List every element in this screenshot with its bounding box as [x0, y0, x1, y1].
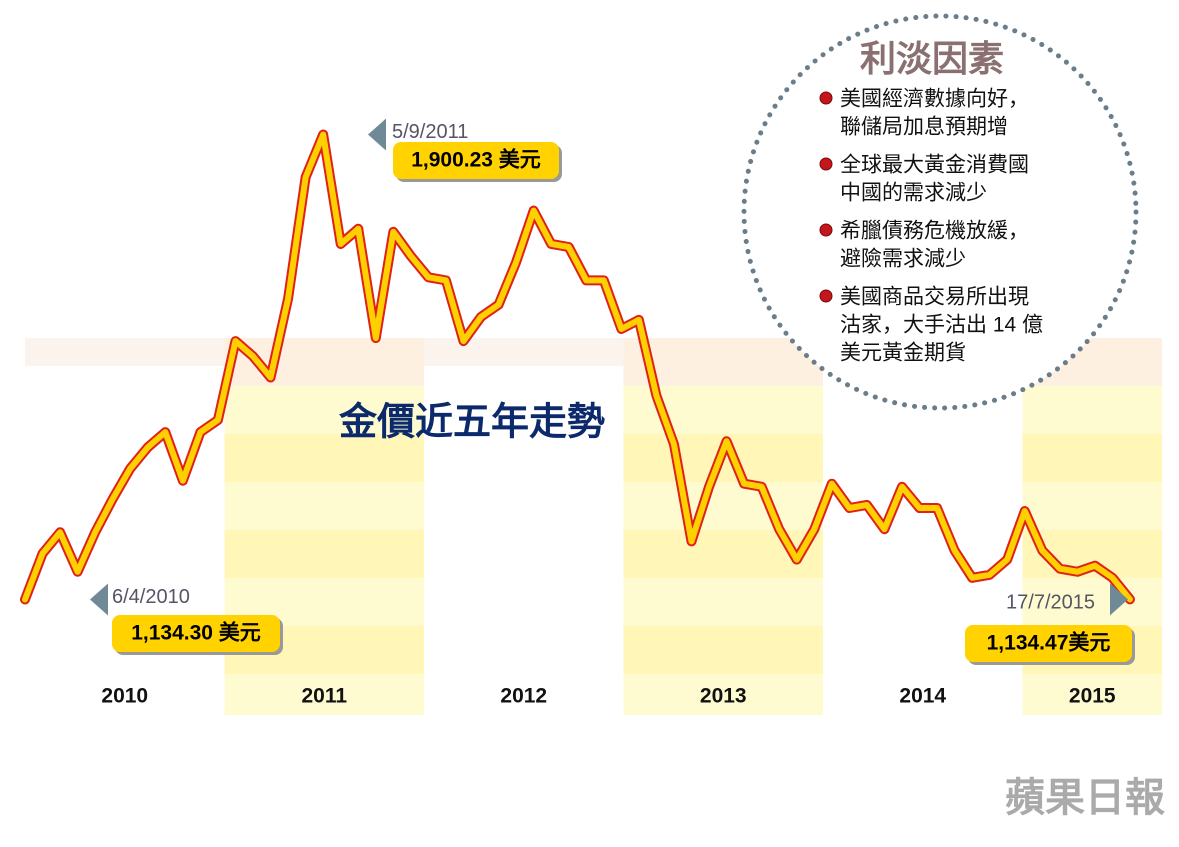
sidebar-item: 美元黃金期貨 [840, 342, 966, 365]
band-stripe [25, 338, 225, 366]
bullet [819, 223, 833, 237]
sidebar-item: 希臘債務危機放緩， [840, 220, 1029, 243]
background [25, 338, 1162, 715]
sidebar-item: 美國經濟數據向好， [840, 88, 1029, 111]
band-stripe [1022, 674, 1162, 715]
x-tick-label: 2012 [500, 685, 547, 708]
band-stripe [623, 482, 823, 530]
x-tick-label: 2013 [700, 685, 747, 708]
annotation-label: 1,900.23 美元 [411, 148, 541, 172]
annotation-date: 6/4/2010 [112, 586, 190, 608]
band-stripe [224, 530, 424, 578]
band-stripe [623, 626, 823, 674]
band-stripe [224, 434, 424, 482]
sidebar-item: 避險需求減少 [840, 248, 966, 271]
chart-title: 金價近五年走勢 [338, 399, 605, 444]
band-stripe [1022, 434, 1162, 482]
band-stripe [224, 386, 424, 434]
band-stripe [224, 482, 424, 530]
sidebar-item: 美國商品交易所出現 [840, 286, 1029, 309]
sidebar-title: 利淡因素 [860, 38, 1004, 80]
x-tick-label: 2015 [1069, 685, 1116, 708]
annotation-pointer [90, 583, 108, 616]
band-stripe [1022, 482, 1162, 530]
band-stripe [623, 578, 823, 626]
source-logo: 蘋果日報 [1005, 775, 1165, 821]
sidebar-item: 沽家，大手沽出 14 億 [840, 314, 1043, 337]
annotation-box [393, 142, 559, 179]
band-stripe [224, 674, 424, 715]
annotation-label: 1,134.47美元 [987, 631, 1111, 655]
annotation-pointer [1110, 583, 1128, 616]
annotation-date: 5/9/2011 [392, 121, 468, 143]
x-tick-label: 2011 [301, 685, 347, 708]
sidebar-circle [741, 13, 1139, 411]
x-tick-label: 2010 [101, 685, 148, 708]
annotation-box [112, 615, 280, 652]
sidebar-item: 聯儲局加息預期增 [840, 116, 1008, 139]
annotation-box [965, 625, 1132, 662]
annotation-pointer [368, 118, 386, 151]
band-stripe [1022, 386, 1162, 434]
annotation-date: 17/7/2015 [1006, 592, 1095, 614]
bullet [819, 157, 833, 171]
line [22, 131, 1133, 603]
bullet [819, 289, 833, 303]
band-stripe [1022, 578, 1162, 626]
annotation-label: 1,134.30 美元 [131, 621, 261, 645]
band-stripe [623, 674, 823, 715]
band-stripe [424, 338, 624, 366]
bullet [819, 91, 833, 105]
sidebar-item: 全球最大黃金消費國 [840, 154, 1029, 177]
x-tick-label: 2014 [899, 685, 946, 708]
sidebar-item: 中國的需求減少 [840, 182, 987, 205]
